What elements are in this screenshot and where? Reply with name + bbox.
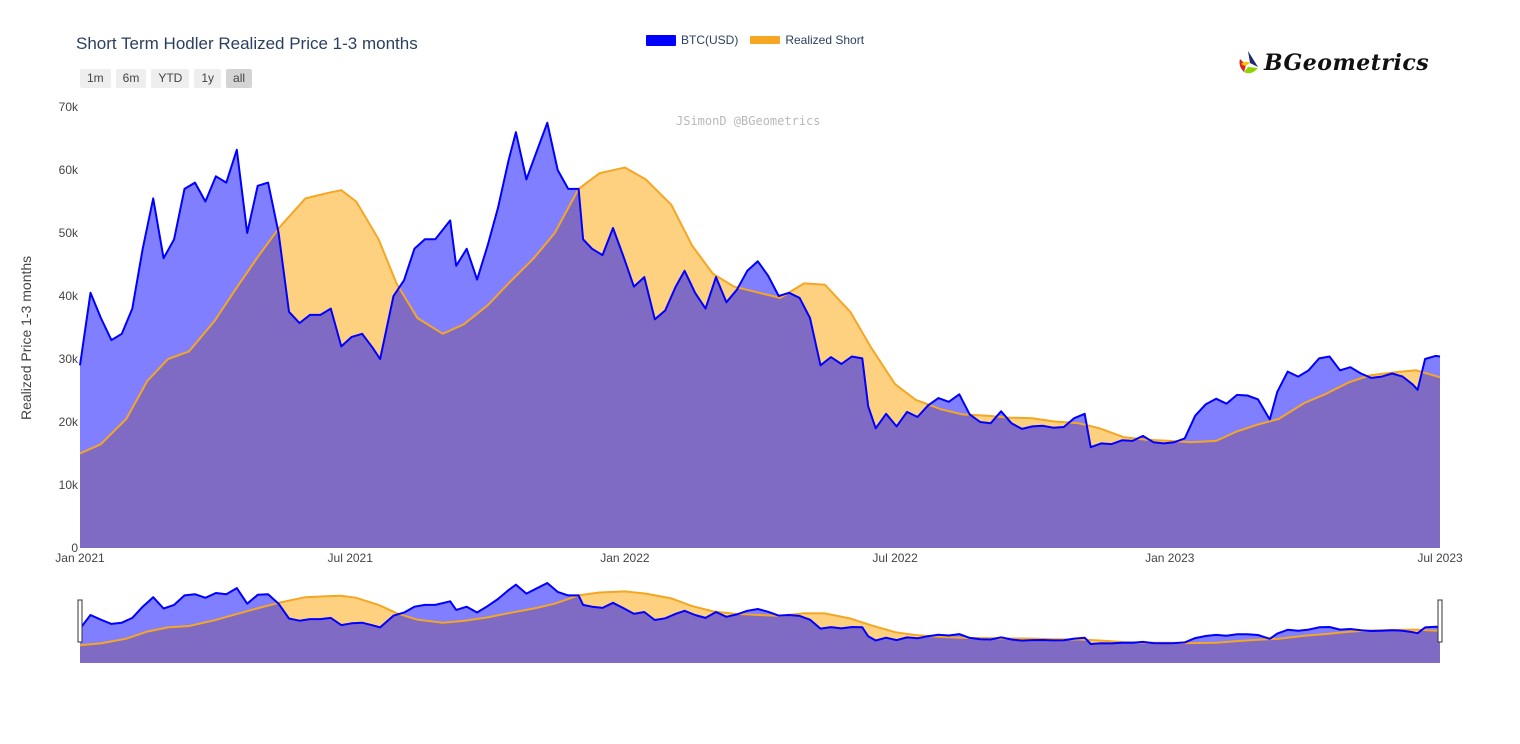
x-tick-label: Jan 2023 bbox=[1145, 551, 1195, 565]
y-tick-label: 0 bbox=[71, 541, 78, 555]
range-slider[interactable] bbox=[77, 582, 1443, 663]
watermark: JSimonD @BGeometrics bbox=[676, 114, 821, 128]
y-tick-label: 40k bbox=[59, 289, 79, 303]
range-button-ytd[interactable]: YTD bbox=[151, 69, 190, 88]
range-button-1m[interactable]: 1m bbox=[80, 69, 111, 88]
series-realized-line bbox=[79, 166, 1441, 455]
range-selector: 1m 6m YTD 1y all bbox=[80, 69, 253, 88]
slider-btc-line bbox=[79, 582, 1441, 645]
legend-label-btc: BTC(USD) bbox=[681, 33, 739, 47]
x-tick-label: Jul 2021 bbox=[328, 551, 374, 565]
legend: BTC(USD) Realized Short bbox=[646, 33, 864, 47]
chart-title: Short Term Hodler Realized Price 1-3 mon… bbox=[76, 34, 418, 53]
logo-mark-icon bbox=[1239, 51, 1258, 74]
x-axis: Jan 2021 Jul 2021 Jan 2022 Jul 2022 Jan 2023… bbox=[55, 551, 1463, 565]
slider-realized-line bbox=[79, 590, 1441, 647]
x-tick-label: Jul 2022 bbox=[872, 551, 918, 565]
y-tick-label: 70k bbox=[59, 100, 79, 114]
slider-handle-left bbox=[77, 599, 83, 643]
legend-item-realized[interactable]: Realized Short bbox=[750, 33, 864, 47]
x-tick-label: Jul 2023 bbox=[1417, 551, 1463, 565]
y-tick-label: 60k bbox=[59, 163, 79, 177]
range-button-all[interactable]: all bbox=[226, 69, 253, 88]
legend-swatch-btc bbox=[646, 34, 676, 46]
y-tick-label: 20k bbox=[59, 415, 79, 429]
range-button-1y[interactable]: 1y bbox=[194, 69, 222, 88]
y-axis: 0 10k 20k 30k 40k 50k 60k 70k bbox=[59, 100, 79, 555]
range-button-6m[interactable]: 6m bbox=[115, 69, 147, 88]
legend-item-btc[interactable]: BTC(USD) bbox=[646, 33, 738, 47]
y-tick-label: 50k bbox=[59, 226, 79, 240]
x-tick-label: Jan 2022 bbox=[600, 551, 650, 565]
legend-swatch-realized bbox=[750, 36, 781, 44]
logo-text: BGeometrics bbox=[1264, 50, 1430, 76]
main-plot[interactable] bbox=[79, 121, 1441, 549]
y-tick-label: 30k bbox=[59, 352, 79, 366]
legend-label-realized: Realized Short bbox=[785, 33, 865, 47]
series-overlap-area bbox=[80, 167, 1440, 548]
bgeometrics-logo: BGeometrics bbox=[1236, 50, 1429, 76]
slider-overlap-area bbox=[80, 591, 1440, 663]
x-tick-label: Jan 2021 bbox=[55, 551, 105, 565]
y-tick-label: 10k bbox=[59, 478, 79, 492]
series-btc-line bbox=[79, 121, 1441, 449]
slider-handle-right bbox=[1437, 599, 1443, 643]
